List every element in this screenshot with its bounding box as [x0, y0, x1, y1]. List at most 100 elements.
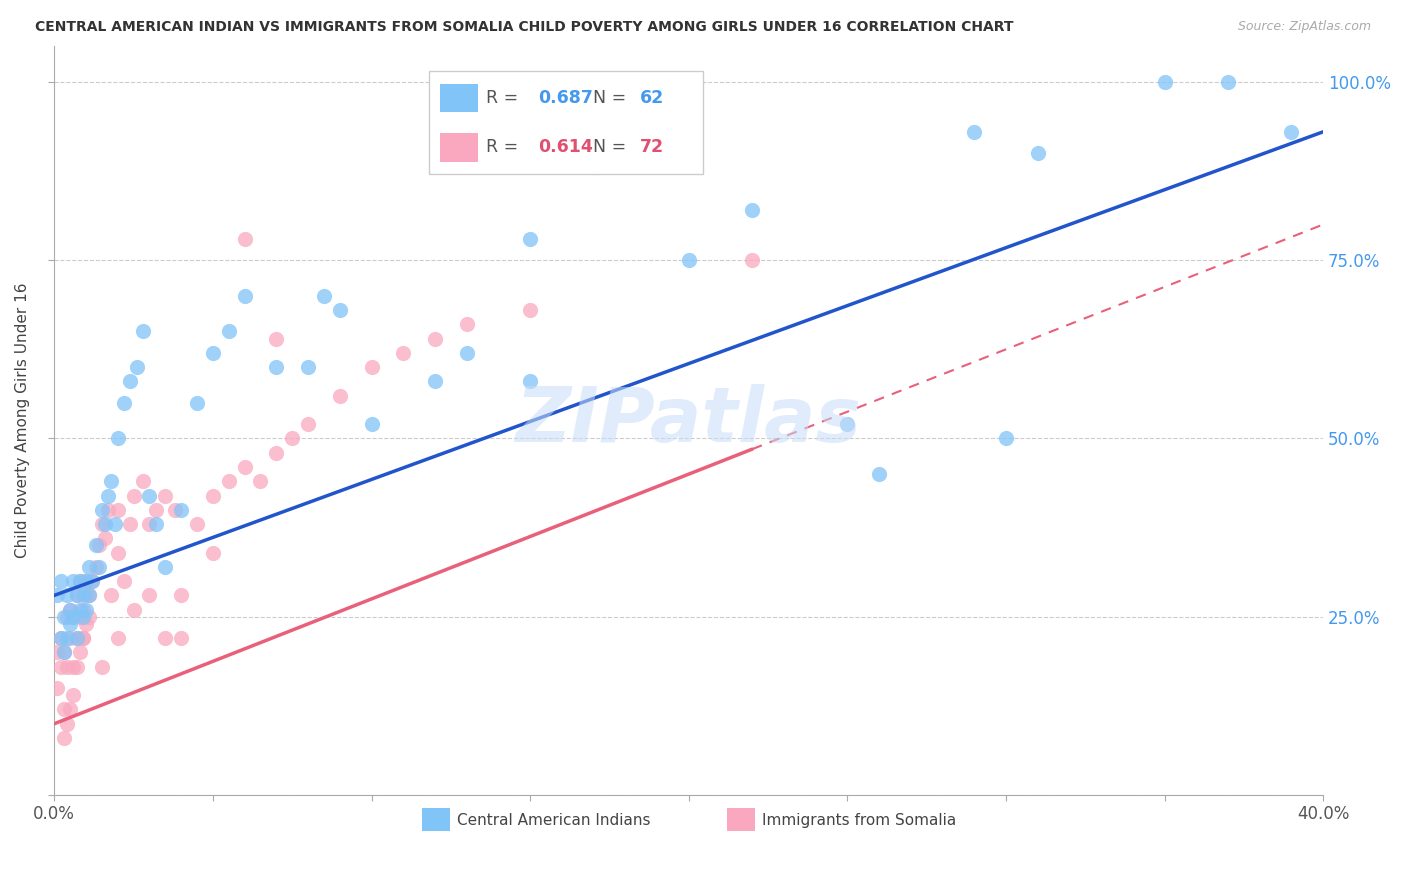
Point: [519, 303, 541, 318]
Point: [201, 545, 224, 559]
Point: [72, 602, 94, 616]
Point: [77, 588, 100, 602]
Point: [1216, 75, 1239, 89]
Point: [49, 631, 72, 645]
Point: [90, 517, 112, 532]
Point: [65, 588, 87, 602]
Point: [72, 609, 94, 624]
Point: [94, 531, 117, 545]
Point: [201, 346, 224, 360]
Point: [59, 602, 82, 616]
Text: N =: N =: [593, 89, 633, 107]
FancyBboxPatch shape: [440, 84, 478, 112]
Text: CENTRAL AMERICAN INDIAN VS IMMIGRANTS FROM SOMALIA CHILD POVERTY AMONG GIRLS UND: CENTRAL AMERICAN INDIAN VS IMMIGRANTS FR…: [35, 20, 1014, 34]
Point: [87, 538, 110, 552]
Point: [107, 503, 129, 517]
Point: [49, 631, 72, 645]
Point: [1281, 125, 1303, 139]
Point: [163, 503, 186, 517]
Point: [155, 489, 177, 503]
Point: [97, 489, 120, 503]
Point: [100, 475, 122, 489]
FancyBboxPatch shape: [440, 133, 478, 161]
Point: [122, 489, 145, 503]
Point: [59, 616, 82, 631]
Point: [75, 574, 97, 588]
Point: [75, 574, 97, 588]
Point: [218, 475, 240, 489]
Point: [103, 517, 125, 532]
Point: [329, 303, 352, 318]
Point: [312, 289, 335, 303]
FancyBboxPatch shape: [429, 71, 703, 174]
Point: [77, 588, 100, 602]
Point: [107, 631, 129, 645]
Point: [56, 588, 79, 602]
Point: [1026, 146, 1049, 161]
Point: [84, 559, 107, 574]
Point: [56, 609, 79, 624]
Point: [75, 616, 97, 631]
Point: [69, 645, 91, 659]
Text: 62: 62: [640, 89, 664, 107]
Point: [218, 325, 240, 339]
Point: [75, 602, 97, 616]
Point: [62, 574, 84, 588]
Text: R =: R =: [486, 89, 524, 107]
Point: [90, 503, 112, 517]
Point: [46, 681, 69, 695]
Point: [75, 588, 97, 602]
Point: [519, 232, 541, 246]
Point: [52, 645, 75, 659]
Point: [249, 475, 271, 489]
Point: [170, 588, 193, 602]
Point: [77, 559, 100, 574]
Point: [82, 574, 104, 588]
Point: [52, 609, 75, 624]
Point: [456, 318, 478, 332]
Point: [72, 631, 94, 645]
Point: [582, 161, 605, 175]
Point: [741, 203, 763, 218]
Point: [69, 609, 91, 624]
Point: [82, 574, 104, 588]
Point: [266, 446, 288, 460]
Point: [741, 253, 763, 268]
Point: [69, 602, 91, 616]
Text: 0.687: 0.687: [538, 89, 593, 107]
Point: [138, 489, 160, 503]
Point: [423, 332, 446, 346]
Point: [138, 517, 160, 532]
Point: [170, 631, 193, 645]
Point: [59, 602, 82, 616]
Text: 72: 72: [640, 138, 664, 156]
Point: [837, 417, 859, 432]
Point: [62, 609, 84, 624]
Text: Central American Indians: Central American Indians: [457, 813, 651, 828]
Point: [69, 574, 91, 588]
Point: [84, 538, 107, 552]
Point: [994, 432, 1017, 446]
Point: [49, 574, 72, 588]
Point: [90, 659, 112, 673]
Text: 0.614: 0.614: [538, 138, 593, 156]
Point: [868, 467, 890, 482]
Point: [132, 475, 155, 489]
Point: [186, 396, 208, 410]
Point: [49, 659, 72, 673]
Point: [423, 375, 446, 389]
Point: [52, 645, 75, 659]
Point: [56, 659, 79, 673]
Point: [281, 432, 304, 446]
Text: R =: R =: [486, 138, 524, 156]
Point: [112, 574, 135, 588]
Point: [456, 346, 478, 360]
Point: [46, 645, 69, 659]
Point: [360, 360, 382, 375]
Point: [107, 432, 129, 446]
Text: ZIPatlas: ZIPatlas: [516, 384, 862, 458]
Point: [519, 375, 541, 389]
Point: [145, 517, 167, 532]
Point: [233, 232, 256, 246]
Point: [170, 503, 193, 517]
